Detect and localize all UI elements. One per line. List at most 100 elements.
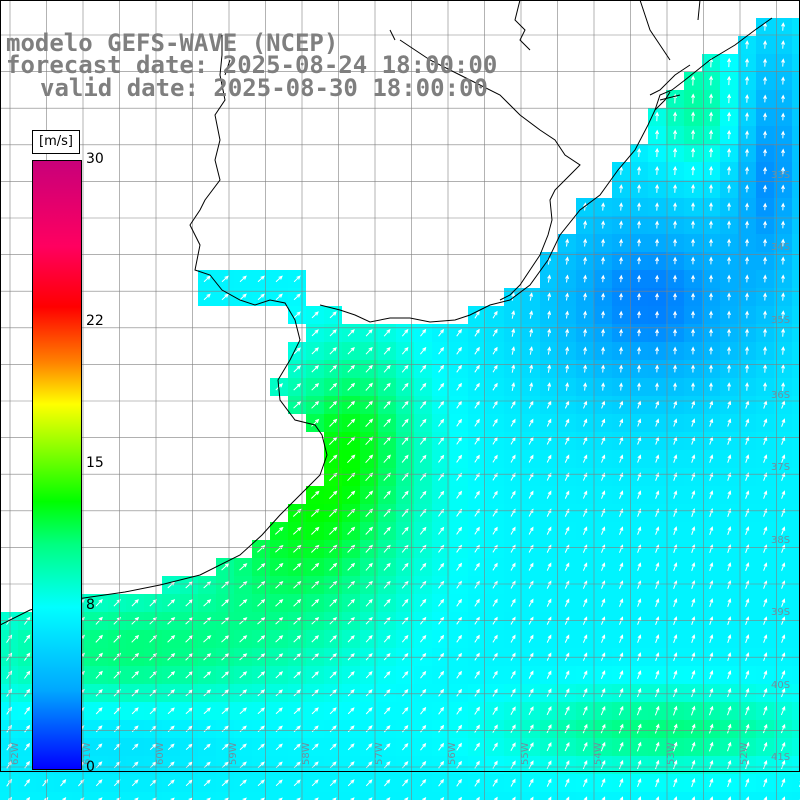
direction-arrow [347,562,356,571]
speed-cell [792,630,800,648]
direction-arrow [528,598,534,607]
direction-arrow [673,238,677,247]
direction-arrow [510,670,516,679]
direction-arrow [691,328,695,337]
direction-arrow [221,293,229,301]
direction-arrow [365,364,373,373]
direction-arrow [347,779,355,787]
direction-arrow [203,707,211,715]
direction-arrow [619,616,624,625]
direction-arrow [167,743,175,751]
direction-arrow [347,743,355,751]
direction-arrow [6,670,13,679]
direction-arrow [655,292,659,301]
direction-arrow [239,617,248,625]
direction-arrow [709,147,714,158]
direction-arrow [781,22,786,31]
direction-arrow [763,778,768,787]
direction-arrow [329,400,338,409]
direction-arrow [203,725,211,733]
direction-arrow [438,418,445,427]
direction-arrow [311,779,319,787]
direction-arrow [582,778,588,787]
direction-arrow [601,562,606,571]
direction-arrow [529,328,534,337]
direction-arrow [655,526,660,535]
direction-arrow [745,778,750,787]
direction-arrow [637,166,642,175]
direction-arrow [365,616,373,625]
direction-arrow [601,580,606,589]
direction-arrow [510,724,516,733]
lat-tick-label: 35S [771,315,790,326]
direction-arrow [727,436,732,445]
direction-arrow [781,112,785,121]
direction-arrow [618,723,624,734]
direction-arrow [691,741,696,752]
direction-arrow [401,544,409,553]
direction-arrow [637,472,642,481]
direction-arrow [438,634,445,643]
direction-arrow [347,635,355,643]
direction-arrow [709,616,714,625]
direction-arrow [492,400,498,409]
lon-tick-label: 58W [301,742,312,765]
direction-arrow [402,725,409,733]
direction-arrow [7,796,12,800]
direction-arrow [709,292,713,301]
direction-arrow [673,346,677,355]
direction-arrow [727,687,732,698]
direction-arrow [329,418,338,427]
direction-arrow [329,454,338,463]
direction-arrow [582,562,588,571]
direction-arrow [350,797,355,800]
lon-tick-label: 61W [82,742,93,765]
direction-arrow [564,490,570,499]
direction-arrow [510,778,516,787]
direction-arrow [510,616,516,625]
speed-cell [792,720,800,738]
speed-cell [198,792,216,800]
direction-arrow [709,741,714,752]
direction-arrow [311,725,319,733]
direction-arrow [763,760,768,770]
direction-arrow [619,778,624,787]
direction-arrow [600,760,606,770]
direction-arrow [583,346,587,355]
direction-arrow [619,292,623,301]
direction-arrow [763,148,767,157]
direction-arrow [582,688,588,698]
direction-arrow [170,797,175,800]
direction-arrow [474,526,480,535]
direction-arrow [565,310,569,319]
direction-arrow [781,598,786,607]
direction-arrow [745,292,749,301]
lat-tick-label: 38S [771,535,790,546]
direction-arrow [582,616,588,625]
direction-arrow [673,741,678,752]
direction-arrow [438,346,445,355]
direction-arrow [528,526,534,535]
direction-arrow [474,328,480,337]
direction-arrow [510,742,516,751]
direction-arrow [582,454,588,463]
direction-arrow [637,580,642,589]
direction-arrow [528,742,534,752]
direction-arrow [456,454,463,463]
direction-arrow [510,760,516,769]
direction-arrow [582,490,588,499]
lon-tick-label: 55W [520,742,531,765]
direction-arrow [511,292,516,301]
speed-cell [90,792,108,800]
direction-arrow [420,562,427,571]
direction-arrow [619,202,624,211]
direction-arrow [763,382,768,391]
direction-arrow [637,364,641,373]
direction-arrow [691,310,695,319]
direction-arrow [709,364,713,373]
direction-arrow [763,310,767,319]
direction-arrow [564,616,570,625]
direction-arrow [224,797,229,800]
direction-arrow [619,670,624,679]
